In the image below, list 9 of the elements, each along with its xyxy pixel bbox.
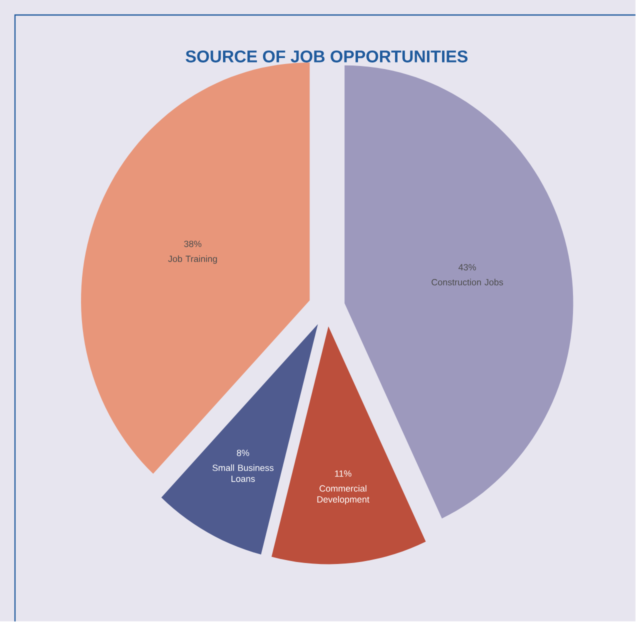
data-label: 11% — [335, 470, 352, 477]
data-label: 43% — [458, 264, 476, 270]
slice-label: Small Business Loans — [212, 464, 274, 482]
slice-label: Construction Jobs — [432, 278, 504, 286]
slice-label: Commercial Development — [317, 485, 370, 504]
slice-label: Job Training — [168, 255, 217, 264]
data-label: 38% — [184, 240, 202, 248]
chart-title: SOURCE OF JOB OPPORTUNITIES — [186, 50, 468, 62]
data-label: 8% — [236, 450, 250, 456]
